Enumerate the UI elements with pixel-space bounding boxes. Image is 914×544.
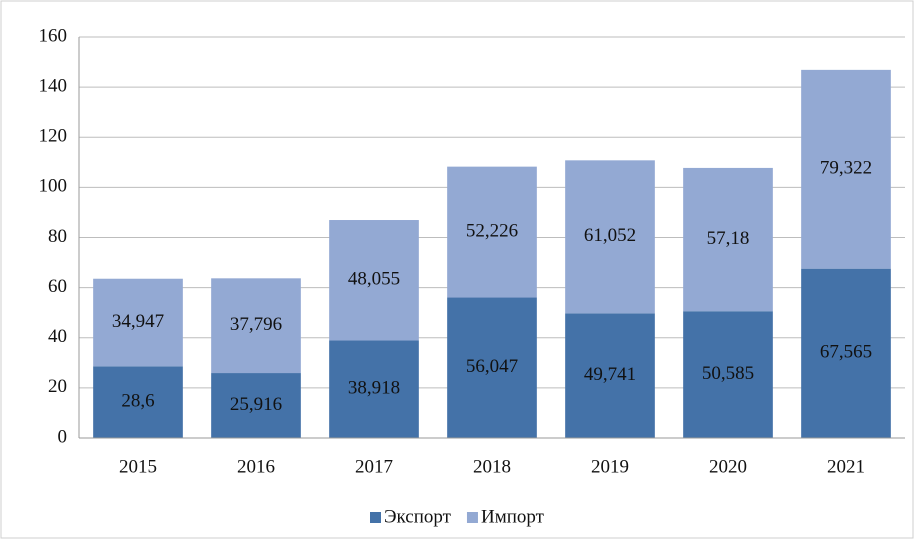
data-label: 37,796 [230,314,282,335]
bar-segment [211,278,301,374]
x-tick-label: 2016 [237,456,275,477]
legend-swatch [370,512,381,523]
data-label: 34,947 [112,311,164,332]
y-tick-label: 60 [48,276,67,297]
bar-segment [93,278,183,367]
data-label: 49,741 [584,364,636,385]
x-tick-label: 2021 [827,456,865,477]
data-label: 52,226 [466,220,518,241]
y-tick-label: 20 [48,376,67,397]
x-tick-label: 2017 [355,456,393,477]
data-label: 67,565 [820,342,872,363]
x-tick-label: 2020 [709,456,747,477]
legend-swatch [466,512,478,523]
bar-segment [329,220,419,341]
data-label: 28,6 [121,391,154,412]
data-label: 56,047 [466,356,518,377]
bar-segment [211,373,301,438]
y-tick-label: 140 [39,75,68,96]
y-tick-label: 100 [39,176,68,197]
legend-label: Импорт [481,506,545,527]
data-label: 57,18 [707,228,750,249]
bar-segment [801,69,891,269]
bar-segment [329,340,419,438]
bar-segment [801,268,891,438]
data-label: 50,585 [702,363,754,384]
y-tick-label: 80 [48,226,67,247]
y-tick-label: 40 [48,326,67,347]
bar-segment [565,160,655,314]
y-tick-label: 160 [39,25,68,46]
x-tick-label: 2019 [591,456,629,477]
y-tick-label: 120 [39,126,68,147]
bar-segment [447,166,537,298]
legend-label: Экспорт [384,506,452,527]
bar-segment [683,311,773,438]
x-tick-label: 2015 [119,456,157,477]
bar-segment [93,366,183,438]
data-label: 79,322 [820,158,872,179]
data-label: 48,055 [348,269,400,290]
data-label: 38,918 [348,378,400,399]
bar-segment [683,167,773,312]
data-label: 61,052 [584,225,636,246]
data-label: 25,916 [230,394,282,415]
bar-segment [447,297,537,438]
y-tick-label: 0 [58,426,68,447]
x-tick-label: 2018 [473,456,511,477]
bar-segment [565,313,655,438]
